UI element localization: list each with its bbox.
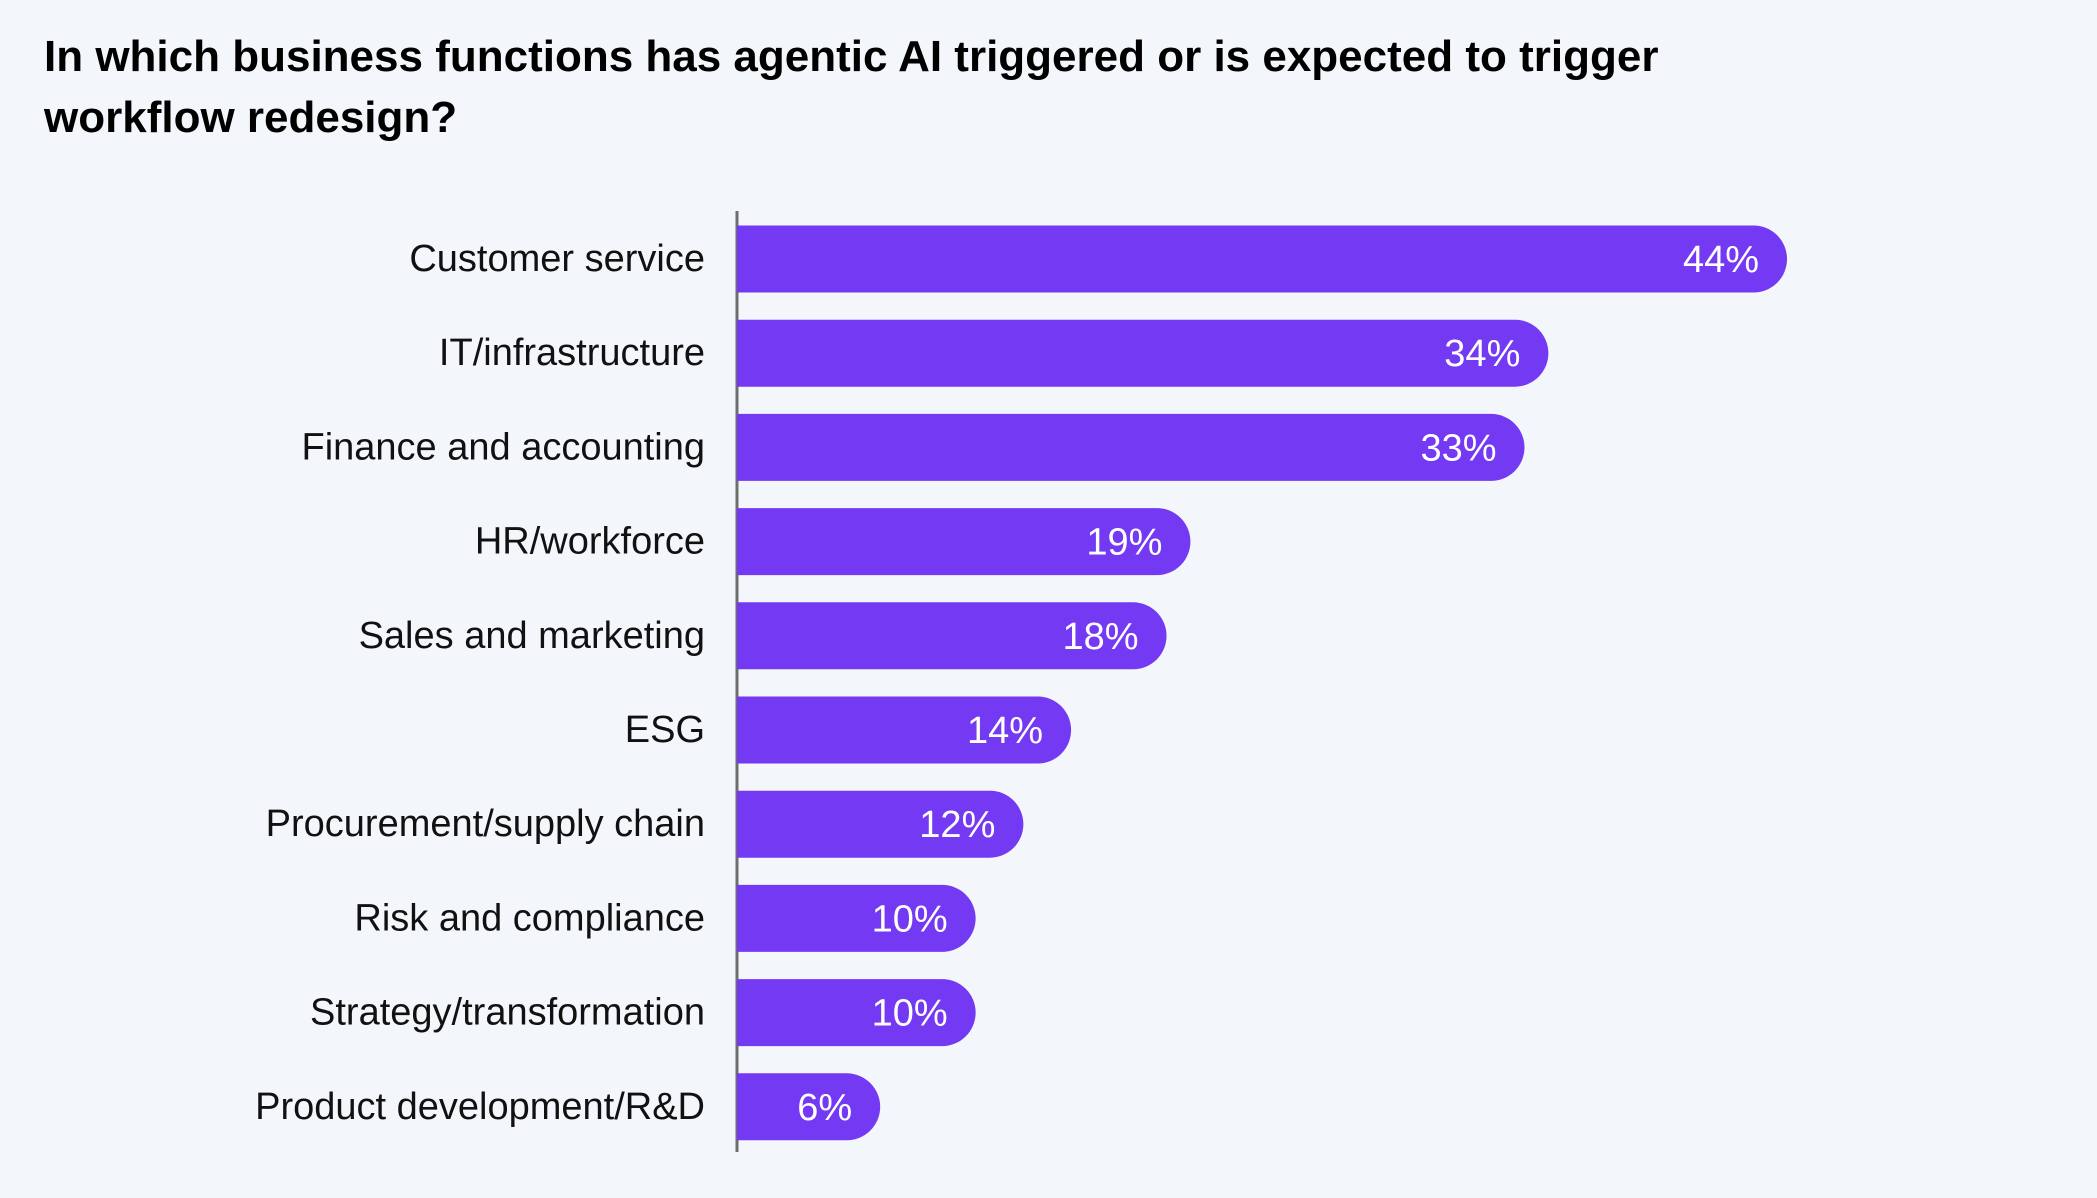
- bar-4: [737, 602, 1167, 670]
- chart-title: In which business functions has agentic …: [44, 32, 1659, 142]
- category-label: Risk and compliance: [354, 897, 705, 939]
- bar-3: [737, 508, 1191, 576]
- value-label: 34%: [1444, 333, 1520, 375]
- category-label: IT/infrastructure: [439, 332, 705, 374]
- category-label: Customer service: [409, 238, 705, 280]
- value-label: 12%: [919, 804, 995, 846]
- bar-8: [737, 979, 976, 1047]
- value-label: 44%: [1683, 239, 1759, 281]
- category-label: Procurement/supply chain: [266, 803, 705, 845]
- value-label: 10%: [872, 898, 948, 940]
- category-label: HR/workforce: [475, 521, 705, 563]
- bar-9: [737, 1073, 881, 1141]
- category-label: Finance and accounting: [301, 426, 705, 468]
- category-label: Sales and marketing: [359, 615, 705, 657]
- value-label: 33%: [1420, 427, 1496, 469]
- bar-1: [737, 319, 1549, 387]
- value-label: 14%: [967, 710, 1043, 752]
- value-label: 6%: [797, 1087, 852, 1129]
- value-label: 19%: [1086, 522, 1162, 564]
- bar-6: [737, 790, 1024, 858]
- value-label: 18%: [1062, 616, 1138, 658]
- bar-2: [737, 413, 1525, 481]
- category-label: ESG: [625, 709, 705, 751]
- bar-5: [737, 696, 1072, 764]
- category-label: Product development/R&D: [255, 1086, 705, 1128]
- bars-group: Customer service 44% IT/infrastructure 34% F…: [255, 225, 1787, 1141]
- bar-7: [737, 884, 976, 952]
- value-label: 10%: [872, 993, 948, 1035]
- category-label: Strategy/transformation: [310, 992, 705, 1034]
- bar-0: [737, 225, 1787, 293]
